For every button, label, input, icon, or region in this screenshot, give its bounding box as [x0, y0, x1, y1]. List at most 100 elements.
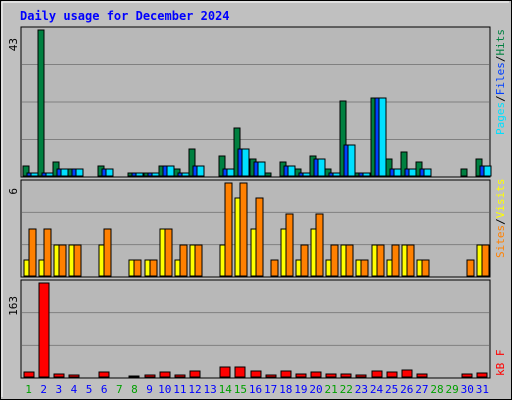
x-tick-label: 2	[40, 383, 47, 396]
bar-kb-f-day-15	[234, 366, 246, 378]
bar-sites-day-15	[239, 182, 248, 277]
x-tick-label: 9	[146, 383, 153, 396]
top-legend: Pages/Files/Hits	[494, 29, 507, 135]
legend-sites: Sites	[494, 225, 507, 258]
legend-sep-1: /	[494, 95, 507, 102]
grid-lines	[22, 64, 489, 346]
x-tick-label: 3	[56, 383, 63, 396]
bar-kb-f-day-22	[340, 373, 352, 378]
bar-sites-day-24	[376, 244, 385, 277]
bar-sites-day-31	[481, 244, 490, 277]
bottom-panel	[20, 279, 491, 379]
legend-sep-3: /	[494, 218, 507, 225]
x-tick-label: 19	[294, 383, 307, 396]
x-tick-label: 24	[370, 383, 384, 396]
bar-sites-day-6	[103, 228, 112, 277]
bar-pages-day-19	[302, 172, 311, 177]
bar-sites-day-19	[300, 244, 309, 277]
bar-sites-day-25	[391, 244, 400, 277]
bar-kb-f-day-21	[325, 373, 337, 378]
bar-pages-day-20	[317, 158, 326, 177]
x-tick-label: 13	[203, 383, 216, 396]
bar-sites-day-27	[421, 259, 430, 277]
x-tick-label: 15	[234, 383, 247, 396]
bar-pages-day-6	[105, 168, 114, 177]
legend-files: Files	[494, 62, 507, 95]
bar-kb-f-day-14	[219, 366, 231, 378]
x-tick-label: 22	[340, 383, 353, 396]
bar-sites-day-10	[164, 228, 173, 277]
x-tick-label: 14	[219, 383, 233, 396]
bar-kb-f-day-24	[371, 370, 383, 378]
bar-pages-day-15	[241, 148, 250, 177]
bar-kb-f-day-25	[386, 371, 398, 378]
middle-legend: Sites/Visits	[494, 179, 507, 259]
bar-kb-f-day-26	[401, 369, 413, 378]
bar-sites-day-9	[149, 259, 158, 277]
bar-pages-day-26	[408, 168, 417, 177]
bar-sites-day-23	[360, 259, 369, 277]
bars	[22, 29, 492, 378]
bar-kb-f-day-6	[98, 371, 110, 378]
legend-visits: Visits	[494, 179, 507, 219]
bar-kb-f-day-27	[416, 373, 428, 378]
bar-kb-f-day-16	[250, 370, 262, 378]
bar-pages-day-14	[226, 168, 235, 177]
bar-sites-day-12	[194, 244, 203, 277]
bar-hits-day-17	[264, 172, 272, 177]
bar-hits-day-2	[37, 29, 45, 177]
x-tick-label: 17	[264, 383, 277, 396]
x-tick-label: 11	[173, 383, 186, 396]
bar-kb-f-day-19	[295, 373, 307, 378]
bar-pages-day-9	[151, 172, 160, 177]
bar-pages-day-4	[75, 168, 84, 177]
bar-pages-day-3	[60, 168, 69, 177]
x-tick-label: 29	[446, 383, 459, 396]
bar-pages-day-1	[30, 172, 39, 177]
bottom-legend: kB F	[494, 350, 507, 377]
bar-sites-day-1	[28, 228, 37, 277]
top-max-label: 43	[7, 38, 20, 51]
bar-sites-day-11	[179, 244, 188, 277]
bar-hits-day-12	[188, 148, 196, 177]
legend-pages: Pages	[494, 102, 507, 135]
x-tick-label: 8	[131, 383, 138, 396]
bar-sites-day-18	[285, 213, 294, 277]
bar-sites-day-2	[43, 228, 52, 277]
bar-pages-day-21	[332, 172, 341, 177]
x-tick-label: 23	[355, 383, 368, 396]
bar-hits-day-30	[460, 168, 468, 177]
bar-kb-f-day-3	[53, 373, 65, 378]
bar-kb-f-day-9	[144, 374, 156, 378]
x-tick-label: 4	[71, 383, 78, 396]
x-tick-label: 20	[309, 383, 322, 396]
x-axis-labels: 1 2 3 4 5 6 7 8 9 10 11 12 13 14 15 16 17 18 19 20 21 22 23 24 2…	[25, 383, 489, 396]
bar-hits-day-26	[400, 151, 408, 177]
bar-sites-day-20	[315, 213, 324, 277]
x-tick-label: 27	[415, 383, 428, 396]
legend-sep-2: /	[494, 56, 507, 63]
bottom-max-label: 163	[7, 296, 20, 316]
bar-pages-day-12	[196, 165, 205, 177]
bar-kb-f-day-2	[38, 282, 50, 378]
bar-kb-f-day-30	[461, 373, 473, 378]
bar-pages-day-27	[423, 168, 432, 177]
bar-kb-f-day-23	[355, 374, 367, 378]
bar-pages-day-10	[166, 165, 175, 177]
legend-hits: Hits	[494, 29, 507, 56]
chart-title: Daily usage for December 2024	[20, 9, 230, 23]
bar-kb-f-day-12	[189, 370, 201, 378]
bar-sites-day-21	[330, 244, 339, 277]
x-tick-label: 30	[461, 383, 474, 396]
bar-hits-day-1	[22, 165, 30, 177]
bar-kb-f-day-31	[476, 372, 488, 378]
x-tick-label: 26	[400, 383, 413, 396]
bar-sites-day-8	[133, 259, 142, 277]
x-tick-label: 31	[476, 383, 489, 396]
bar-pages-day-31	[483, 165, 492, 177]
bar-kb-f-day-10	[159, 371, 171, 378]
bar-kb-f-day-1	[23, 371, 35, 378]
middle-max-label: 6	[7, 188, 20, 195]
bar-sites-day-22	[345, 244, 354, 277]
